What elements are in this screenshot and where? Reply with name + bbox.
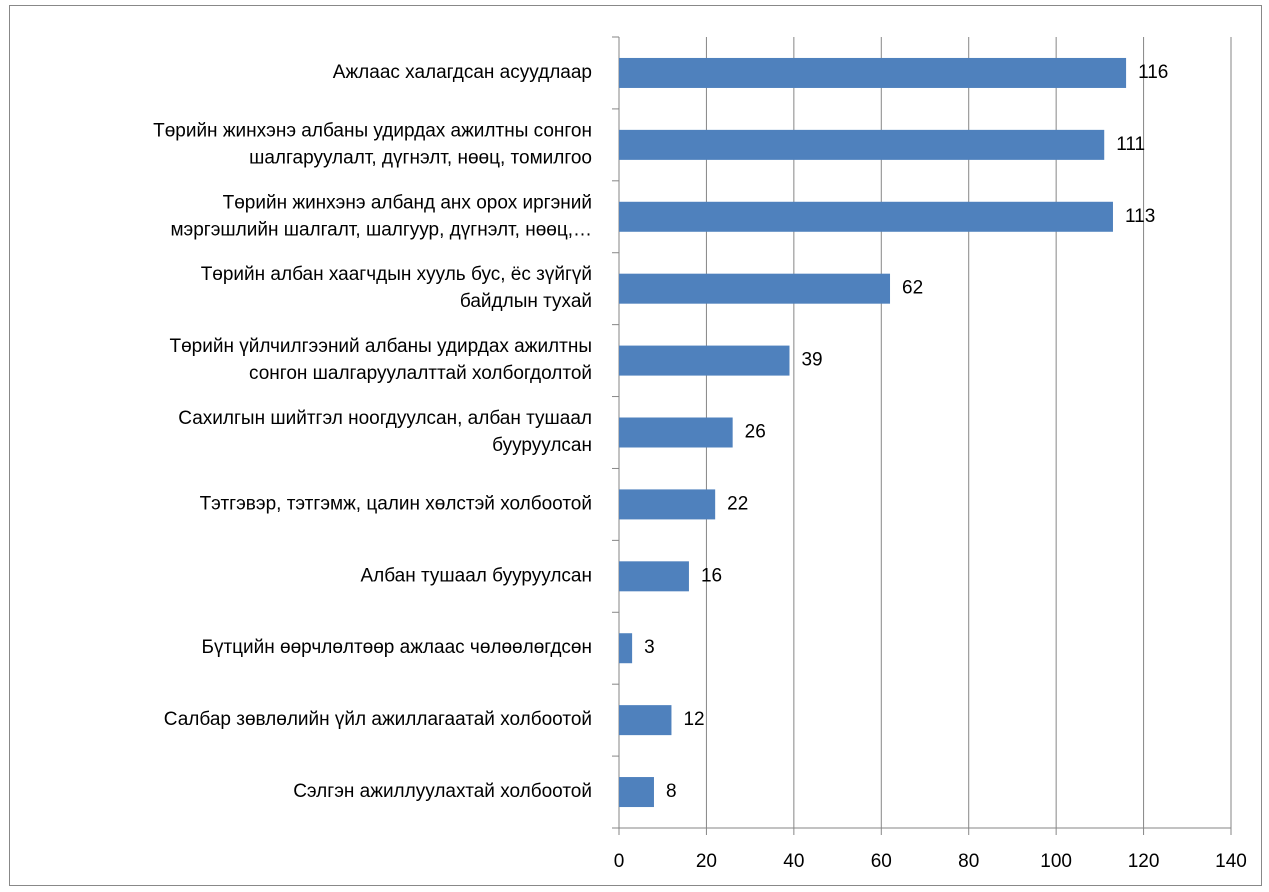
- bar: [619, 273, 891, 304]
- y-tick-label: Сахилгын шийтгэл ноогдуулсан, албан туша…: [178, 408, 592, 456]
- bar: [619, 705, 672, 736]
- data-label: 12: [683, 709, 704, 730]
- bar: [619, 561, 689, 592]
- x-tick-label: 60: [871, 851, 892, 872]
- x-tick-label: 140: [1215, 851, 1247, 872]
- bar: [619, 633, 633, 664]
- x-tick-label: 40: [783, 851, 804, 872]
- data-label: 39: [801, 350, 822, 371]
- y-tick-label: Ажлаас халагдсан асуудлаар: [333, 62, 592, 83]
- y-tick-label: Бүтцийн өөрчлөлтөөр ажлаас чөлөөлөгдсөн: [202, 637, 593, 658]
- x-tick-label: 20: [696, 851, 717, 872]
- data-label: 26: [745, 422, 766, 443]
- data-label: 8: [666, 781, 677, 802]
- bar: [619, 417, 733, 448]
- y-tick-label: Төрийн албан хаагчдын хууль бус, ёс зүйг…: [201, 264, 592, 312]
- y-tick-label: Төрийн жинхэнэ албаны удирдах ажилтны со…: [153, 120, 592, 168]
- bar: [619, 129, 1105, 160]
- x-tick-label: 120: [1128, 851, 1160, 872]
- bar: [619, 777, 654, 808]
- bar: [619, 57, 1127, 88]
- y-tick-label: Төрийн жинхэнэ албанд анх орох иргэний мэ…: [170, 192, 592, 240]
- data-label: 62: [902, 278, 923, 299]
- x-tick-label: 0: [614, 851, 625, 872]
- x-tick-label: 80: [958, 851, 979, 872]
- y-tick-label: Албан тушаал бууруулсан: [360, 565, 592, 586]
- bar: [619, 489, 716, 520]
- data-label: 111: [1116, 134, 1145, 155]
- data-label: 22: [727, 493, 748, 514]
- data-label: 16: [701, 565, 722, 586]
- bar: [619, 201, 1113, 232]
- bar: [619, 345, 790, 376]
- y-tick-label: Төрийн үйлчилгээний албаны удирдах ажилт…: [170, 336, 593, 384]
- data-label: 113: [1125, 206, 1155, 227]
- data-label: 3: [644, 637, 655, 658]
- y-tick-label: Тэтгэвэр, тэтгэмж, цалин хөлстэй холбоот…: [200, 493, 592, 514]
- data-label: 116: [1138, 62, 1168, 83]
- y-tick-label: Салбар зөвлөлийн үйл ажиллагаатай холбоо…: [164, 709, 592, 730]
- y-tick-label: Сэлгэн ажиллуулахтай холбоотой: [293, 781, 592, 802]
- x-tick-label: 100: [1040, 851, 1072, 872]
